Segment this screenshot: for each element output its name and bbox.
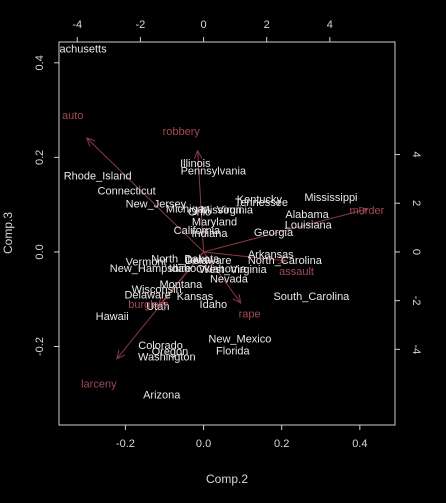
observation-labels: New_YorkMassachusettsRhode_IslandConnect…: [33, 28, 384, 401]
bottom-axis: -0.2 0.0 0.2 0.4: [116, 425, 368, 450]
left-axis: -0.2 0.0 0.2 0.4: [34, 55, 59, 356]
observation-label: Mississippi: [304, 192, 357, 204]
x-tick-label: 0.0: [196, 438, 211, 450]
variable-label: rape: [239, 308, 261, 320]
variable-label: auto: [62, 110, 83, 122]
observation-label: Nevada: [210, 273, 249, 285]
variable-label: burglary: [128, 299, 168, 311]
right-tick-label: 4: [410, 151, 422, 157]
right-tick-label: -2: [410, 296, 422, 306]
variable-label: larceny: [81, 378, 117, 390]
right-tick-label: -4: [410, 344, 422, 354]
y-axis-label: Comp.3: [1, 212, 15, 254]
observation-label: Georgia: [254, 227, 294, 239]
top-axis: -4 -2 0 2 4: [72, 19, 333, 42]
y-tick-label: -0.2: [34, 337, 46, 356]
observation-label: Florida: [216, 345, 251, 357]
variable-label: assault: [279, 266, 314, 278]
variable-label: murder: [349, 205, 384, 217]
x-tick-label: -0.2: [116, 438, 135, 450]
observation-label: South_Carolina: [273, 291, 350, 303]
observation-label: New_Mexico: [208, 333, 271, 345]
top-tick-label: -2: [136, 19, 146, 31]
observation-label: Idaho: [169, 263, 197, 275]
observation-label: Pennsylvania: [181, 166, 247, 178]
variable-label: robbery: [163, 126, 201, 138]
observation-label: Idaho: [200, 299, 228, 311]
x-axis-label: Comp.2: [206, 472, 248, 486]
observation-label: Washington: [138, 351, 196, 363]
top-tick-label: 4: [327, 19, 333, 31]
y-tick-label: 0.2: [34, 150, 46, 165]
x-tick-label: 0.2: [274, 438, 289, 450]
y-tick-label: 0.4: [34, 55, 46, 70]
top-tick-label: -4: [72, 19, 82, 31]
observation-label: Massachusetts: [33, 44, 107, 56]
observation-label: Arizona: [143, 389, 181, 401]
right-tick-label: 2: [410, 200, 422, 206]
top-tick-label: 2: [264, 19, 270, 31]
top-tick-label: 0: [200, 19, 206, 31]
right-axis: -4 -2 0 2 4: [395, 151, 422, 354]
observation-label: Connecticut: [98, 185, 156, 197]
observation-label: Indiana: [191, 228, 228, 240]
y-tick-label: 0.0: [34, 244, 46, 259]
right-tick-label: 0: [410, 249, 422, 255]
x-tick-label: 0.4: [352, 438, 367, 450]
observation-label: Rhode_Island: [64, 170, 132, 182]
observation-label: Tennessee: [235, 197, 288, 209]
observation-label: Hawaii: [96, 311, 129, 323]
